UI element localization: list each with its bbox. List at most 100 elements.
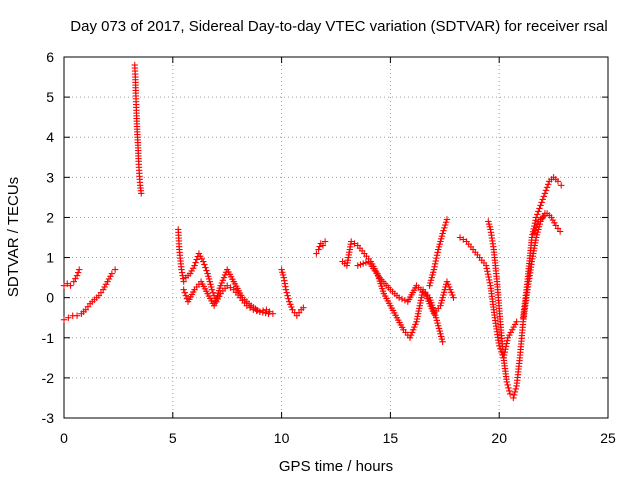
data-point — [76, 266, 83, 273]
data-point — [434, 249, 441, 256]
data-point — [398, 295, 406, 303]
data-point — [351, 240, 358, 247]
data-point — [531, 227, 539, 234]
data-point — [532, 224, 540, 231]
data-point — [510, 394, 517, 402]
data-point — [360, 260, 367, 267]
y-tick-label: 3 — [46, 169, 54, 185]
data-point — [534, 221, 541, 228]
data-point — [460, 236, 467, 243]
data-point — [72, 275, 79, 282]
data-point — [503, 378, 511, 386]
y-tick-label: -1 — [42, 330, 55, 346]
y-tick-label: -3 — [42, 410, 55, 426]
data-point — [64, 280, 71, 287]
data-point — [202, 264, 209, 271]
data-point — [441, 224, 448, 232]
data-point — [558, 182, 565, 189]
data-point — [556, 228, 564, 235]
x-axis-label: GPS time / hours — [279, 458, 393, 475]
data-point — [432, 257, 439, 265]
x-tick-label: 10 — [274, 430, 290, 446]
data-point — [265, 310, 272, 317]
data-point — [538, 199, 545, 206]
grid — [64, 57, 608, 418]
data-point — [138, 190, 145, 197]
data-point — [282, 286, 290, 293]
data-point — [283, 289, 290, 296]
data-point — [395, 294, 403, 301]
data-point — [201, 261, 208, 268]
data-point — [200, 258, 207, 265]
data-point — [540, 193, 548, 200]
data-point — [227, 284, 234, 291]
data-point — [262, 309, 269, 317]
data-point — [554, 178, 562, 185]
data-point — [486, 279, 494, 286]
data-point — [73, 312, 81, 319]
data-point — [534, 211, 541, 218]
data-point — [433, 254, 440, 262]
data-point — [65, 314, 72, 321]
data-point — [442, 221, 449, 229]
chart-title: Day 073 of 2017, Sidereal Day-to-day VTE… — [70, 18, 607, 35]
data-point — [440, 227, 447, 234]
data-point — [315, 246, 322, 253]
x-tick-label: 20 — [491, 430, 507, 446]
data-point — [484, 268, 491, 275]
x-tick-label: 0 — [60, 430, 68, 446]
data-point — [191, 262, 198, 269]
data-point — [431, 263, 438, 270]
data-point — [486, 276, 493, 284]
data-point — [362, 259, 370, 266]
data-point — [192, 259, 199, 266]
y-tick-label: 1 — [46, 250, 54, 266]
y-tick-label: 0 — [46, 290, 54, 306]
data-point — [439, 230, 446, 237]
data-point — [484, 270, 492, 278]
data-point — [316, 243, 323, 250]
data-point — [542, 187, 550, 194]
data-point — [180, 286, 187, 293]
x-tick-label: 25 — [600, 430, 616, 446]
data-point — [284, 292, 291, 299]
data-point — [504, 381, 511, 389]
y-tick-label: 6 — [46, 49, 54, 65]
data-point — [536, 205, 543, 212]
data-point — [430, 266, 438, 273]
data-point — [529, 231, 536, 238]
data-point — [224, 282, 231, 289]
data-point — [456, 234, 464, 241]
data-point — [256, 308, 264, 315]
data-point — [530, 230, 538, 237]
data-point — [537, 202, 544, 209]
data-point — [111, 266, 119, 273]
data-point — [433, 252, 441, 259]
data-point — [431, 260, 439, 268]
data-point — [442, 219, 450, 226]
data-point — [74, 269, 82, 276]
data-point — [401, 297, 409, 304]
y-tick-label: 4 — [46, 129, 54, 145]
data-point — [450, 294, 457, 301]
data-point — [485, 273, 492, 281]
data-point — [483, 265, 490, 272]
x-tick-label: 5 — [169, 430, 177, 446]
data-point — [439, 338, 446, 345]
data-point — [544, 181, 552, 188]
data-point — [181, 289, 188, 296]
data-point — [193, 256, 200, 263]
x-tick-label: 15 — [383, 430, 399, 446]
data-point — [482, 262, 490, 269]
plot-frame — [63, 56, 609, 419]
data-point — [505, 384, 512, 392]
data-point — [67, 282, 74, 289]
axis-ticks: 0 5 10 15 20 25 -3 -2 -1 0 1 2 3 4 5 6 — [42, 49, 616, 446]
data-point — [511, 388, 519, 396]
data-point — [208, 286, 216, 293]
y-tick-label: -2 — [42, 370, 55, 386]
data-point — [348, 238, 355, 245]
data-point — [541, 190, 549, 197]
data-point — [60, 316, 68, 323]
